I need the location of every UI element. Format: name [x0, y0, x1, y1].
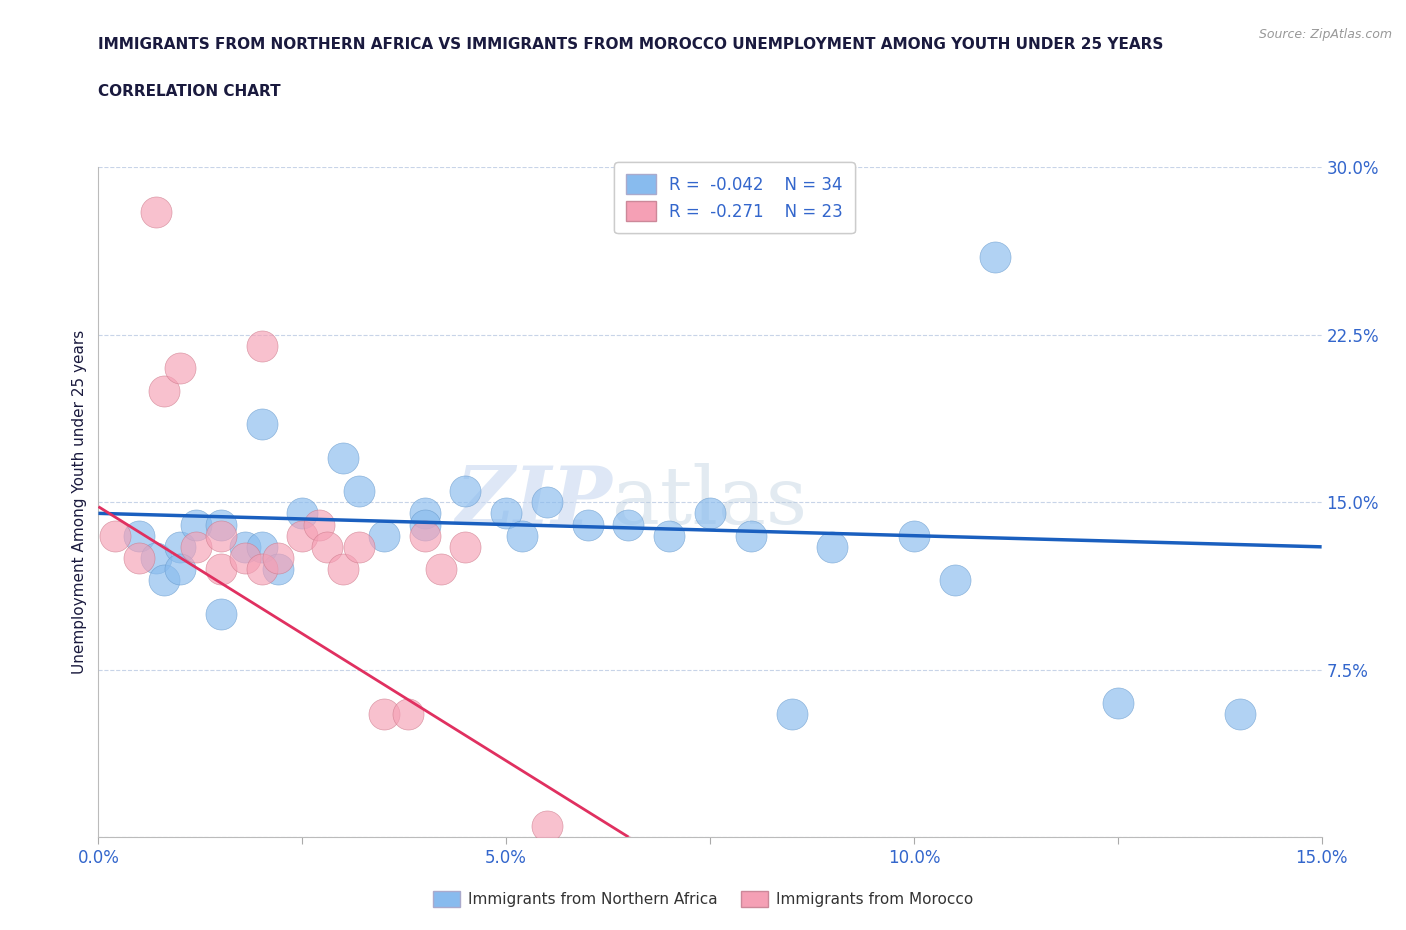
Point	[536, 818, 558, 833]
Point	[617, 517, 640, 532]
Point	[576, 517, 599, 532]
Point	[658, 528, 681, 543]
Text: Source: ZipAtlas.com: Source: ZipAtlas.com	[1258, 28, 1392, 41]
Point	[430, 562, 453, 577]
Point	[169, 361, 191, 376]
Point	[332, 562, 354, 577]
Point	[291, 506, 314, 521]
Point	[267, 562, 290, 577]
Point	[413, 506, 436, 521]
Point	[373, 528, 395, 543]
Point	[169, 539, 191, 554]
Point	[780, 707, 803, 722]
Point	[233, 539, 256, 554]
Text: IMMIGRANTS FROM NORTHERN AFRICA VS IMMIGRANTS FROM MOROCCO UNEMPLOYMENT AMONG YO: IMMIGRANTS FROM NORTHERN AFRICA VS IMMIG…	[98, 37, 1164, 52]
Point	[308, 517, 330, 532]
Point	[454, 539, 477, 554]
Point	[315, 539, 337, 554]
Text: ZIP: ZIP	[456, 463, 612, 541]
Point	[536, 495, 558, 510]
Point	[145, 551, 167, 565]
Point	[413, 528, 436, 543]
Point	[349, 484, 371, 498]
Point	[267, 551, 290, 565]
Point	[250, 417, 273, 432]
Point	[233, 551, 256, 565]
Point	[209, 517, 232, 532]
Point	[454, 484, 477, 498]
Point	[250, 562, 273, 577]
Legend: Immigrants from Northern Africa, Immigrants from Morocco: Immigrants from Northern Africa, Immigra…	[427, 884, 979, 913]
Point	[186, 517, 208, 532]
Point	[250, 339, 273, 353]
Point	[984, 249, 1007, 264]
Point	[699, 506, 721, 521]
Text: CORRELATION CHART: CORRELATION CHART	[98, 84, 281, 99]
Point	[349, 539, 371, 554]
Point	[903, 528, 925, 543]
Point	[943, 573, 966, 588]
Point	[495, 506, 517, 521]
Point	[209, 606, 232, 621]
Point	[152, 383, 174, 398]
Point	[186, 539, 208, 554]
Point	[169, 562, 191, 577]
Point	[740, 528, 762, 543]
Point	[413, 517, 436, 532]
Legend: R =  -0.042    N = 34, R =  -0.271    N = 23: R = -0.042 N = 34, R = -0.271 N = 23	[614, 163, 855, 233]
Point	[250, 539, 273, 554]
Point	[152, 573, 174, 588]
Point	[291, 528, 314, 543]
Point	[396, 707, 419, 722]
Point	[209, 528, 232, 543]
Point	[1229, 707, 1251, 722]
Point	[209, 562, 232, 577]
Y-axis label: Unemployment Among Youth under 25 years: Unemployment Among Youth under 25 years	[72, 330, 87, 674]
Point	[128, 528, 150, 543]
Point	[145, 205, 167, 219]
Point	[512, 528, 534, 543]
Point	[821, 539, 844, 554]
Point	[1107, 696, 1129, 711]
Point	[128, 551, 150, 565]
Point	[332, 450, 354, 465]
Text: atlas: atlas	[612, 463, 807, 541]
Point	[104, 528, 127, 543]
Point	[373, 707, 395, 722]
